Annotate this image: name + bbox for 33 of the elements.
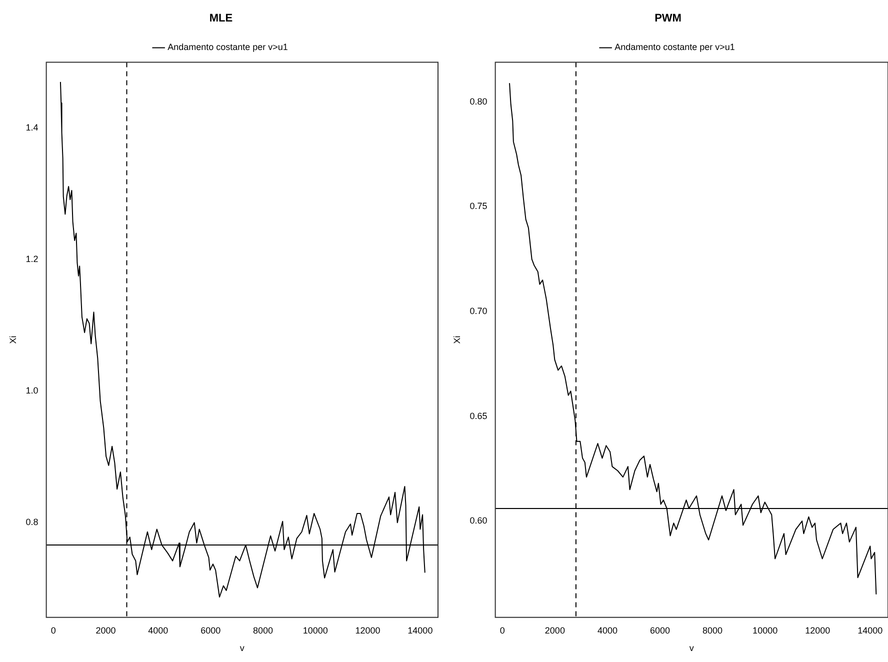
y-axis-title: Xi — [452, 336, 462, 344]
x-tick-label: 0 — [50, 625, 56, 636]
y-tick-label: 0.8 — [26, 517, 38, 528]
x-axis-title: v — [689, 643, 694, 654]
x-tick-label: 8000 — [252, 625, 273, 636]
x-tick-label: 14000 — [858, 625, 883, 636]
chart-title: MLE — [209, 12, 233, 25]
x-tick-label: 8000 — [702, 625, 723, 636]
x-tick-label: 12000 — [355, 625, 380, 636]
x-tick-label: 2000 — [544, 625, 565, 636]
chart-title: PWM — [654, 12, 682, 25]
x-tick-label: 6000 — [200, 625, 221, 636]
y-tick-label: 1.0 — [26, 386, 38, 396]
y-tick-label: 1.4 — [26, 122, 38, 132]
legend-label: Andamento costante per v>u1 — [168, 42, 288, 52]
y-tick-label: 0.65 — [470, 410, 488, 421]
y-tick-label: 0.75 — [470, 201, 488, 212]
x-tick-label: 12000 — [805, 625, 830, 636]
x-tick-label: 4000 — [597, 625, 618, 636]
x-tick-label: 10000 — [752, 625, 778, 636]
y-tick-label: 0.60 — [470, 516, 488, 526]
y-axis-title: Xi — [8, 336, 18, 344]
x-tick-label: 4000 — [148, 625, 168, 636]
x-tick-label: 2000 — [96, 625, 116, 636]
y-tick-label: 0.70 — [470, 306, 488, 316]
legend-label: Andamento costante per v>u1 — [614, 42, 735, 52]
y-tick-label: 0.80 — [470, 96, 488, 106]
y-tick-label: 1.2 — [26, 254, 38, 264]
x-tick-label: 10000 — [302, 625, 328, 636]
x-tick-label: 6000 — [650, 625, 670, 636]
x-axis-title: v — [240, 643, 245, 654]
x-tick-label: 14000 — [408, 625, 433, 636]
x-tick-label: 0 — [500, 625, 505, 636]
